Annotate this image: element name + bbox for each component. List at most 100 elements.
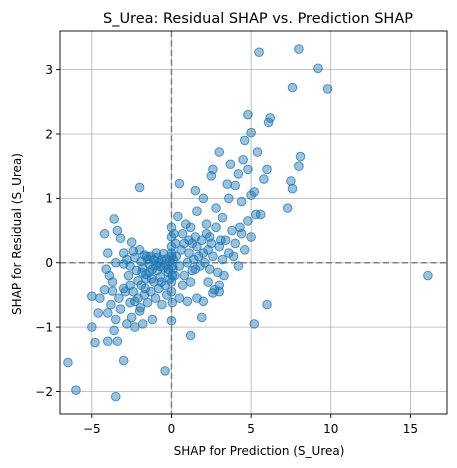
data-point <box>254 47 264 58</box>
data-point <box>214 147 225 157</box>
data-point <box>243 164 253 175</box>
data-point <box>130 322 140 332</box>
data-point <box>208 251 218 262</box>
data-point <box>110 391 121 402</box>
data-point <box>126 312 137 323</box>
data-point <box>130 296 140 307</box>
data-point <box>174 293 185 303</box>
x-tick-label: 15 <box>403 422 418 436</box>
data-point <box>125 280 135 291</box>
data-point <box>71 385 81 395</box>
data-point <box>236 196 247 207</box>
data-point <box>160 366 170 376</box>
x-tick-label: 10 <box>323 422 338 436</box>
data-point <box>217 212 228 223</box>
data-point <box>228 251 239 262</box>
data-point <box>235 222 245 233</box>
y-axis-ticks: −2 −1 0 1 2 3 <box>35 63 60 399</box>
data-point <box>246 127 256 138</box>
data-point <box>217 254 228 265</box>
data-point <box>181 219 191 229</box>
data-point <box>167 297 178 308</box>
data-point <box>107 277 118 287</box>
data-point <box>150 293 161 303</box>
data-point <box>239 245 250 255</box>
data-point <box>249 319 260 329</box>
data-point <box>208 164 218 175</box>
data-point <box>122 319 132 329</box>
data-point <box>170 238 181 249</box>
data-point <box>201 219 212 229</box>
data-point <box>120 286 131 297</box>
data-point <box>208 288 218 298</box>
x-tick-label: 5 <box>247 422 255 436</box>
data-point <box>239 135 250 146</box>
data-point <box>294 161 304 171</box>
data-point <box>174 261 185 271</box>
data-point <box>287 183 298 194</box>
data-point <box>185 222 196 233</box>
data-point <box>169 228 179 239</box>
data-point <box>177 228 188 239</box>
data-point <box>174 178 185 189</box>
data-point <box>224 193 234 204</box>
data-point <box>423 270 433 281</box>
reference-lines <box>60 31 447 414</box>
data-points <box>63 44 433 402</box>
data-point <box>225 159 236 170</box>
data-point <box>224 248 234 258</box>
data-point <box>184 235 194 246</box>
data-point <box>173 211 183 222</box>
data-point <box>187 265 197 276</box>
x-axis-label: SHAP for Prediction (S_Urea) <box>174 444 345 458</box>
data-point <box>230 238 240 249</box>
data-point <box>151 248 162 258</box>
data-point <box>204 264 215 274</box>
data-point <box>246 232 256 242</box>
data-point <box>106 299 116 310</box>
chart-title: S_Urea: Residual SHAP vs. Prediction SHA… <box>103 11 413 27</box>
data-point <box>177 280 188 291</box>
data-point <box>156 277 166 287</box>
data-point <box>233 261 244 271</box>
data-point <box>115 233 126 244</box>
data-point <box>198 193 209 204</box>
data-point <box>192 241 202 252</box>
y-axis-label: SHAP for Residual (S_Urea) <box>10 153 24 315</box>
data-point <box>243 109 253 120</box>
y-tick-label: 2 <box>45 127 53 141</box>
data-point <box>182 296 193 307</box>
data-point <box>190 185 201 196</box>
data-point <box>112 336 123 347</box>
data-point <box>195 261 205 271</box>
data-point <box>294 44 304 54</box>
data-point <box>211 222 221 233</box>
data-point <box>295 151 306 162</box>
data-point <box>87 291 97 302</box>
x-axis-ticks: −5 0 5 10 15 <box>83 414 418 436</box>
data-point <box>110 314 121 325</box>
data-point <box>87 322 97 332</box>
data-point <box>99 228 110 239</box>
data-point <box>230 180 240 191</box>
data-point <box>252 147 263 157</box>
y-tick-label: 1 <box>45 192 53 206</box>
data-point <box>287 82 298 93</box>
x-tick-label: −5 <box>83 422 101 436</box>
data-point <box>185 277 196 287</box>
data-point <box>222 179 233 189</box>
data-point <box>192 206 202 217</box>
data-point <box>140 283 151 294</box>
data-point <box>126 237 137 247</box>
data-point <box>102 308 113 318</box>
data-point <box>166 286 177 297</box>
data-point <box>123 270 134 281</box>
data-point <box>262 299 272 310</box>
data-point <box>128 246 139 256</box>
gridlines <box>60 31 447 414</box>
data-point <box>157 299 167 310</box>
y-tick-label: −2 <box>35 385 53 399</box>
y-tick-label: 0 <box>45 256 53 270</box>
data-point <box>109 325 119 336</box>
